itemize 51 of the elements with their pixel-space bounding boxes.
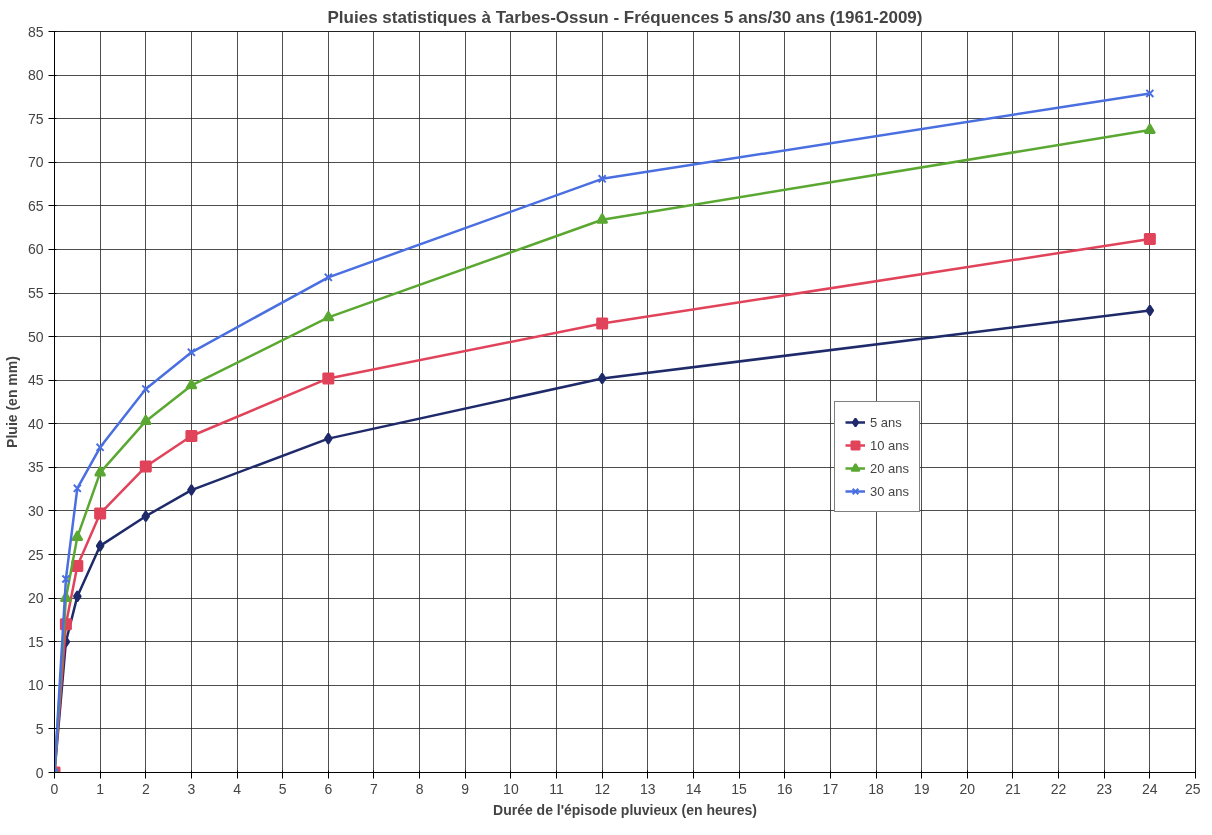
y-tick-label: 70 xyxy=(27,154,44,171)
x-tick-label: 0 xyxy=(50,780,59,797)
y-tick-label: 80 xyxy=(27,67,44,84)
x-tick-label: 12 xyxy=(594,780,611,797)
x-tick-label: 21 xyxy=(1005,780,1021,797)
y-tick-label: 55 xyxy=(27,285,44,302)
legend-label: 30 ans xyxy=(870,483,910,499)
y-tick-label: 75 xyxy=(27,110,44,127)
legend-label: 5 ans xyxy=(870,414,902,430)
legend-label: 20 ans xyxy=(870,460,910,476)
x-tick-label: 4 xyxy=(233,780,242,797)
y-tick-label: 20 xyxy=(27,590,44,607)
y-tick-label: 50 xyxy=(27,328,44,345)
x-tick-label: 16 xyxy=(776,780,793,797)
x-tick-label: 7 xyxy=(370,780,379,797)
y-tick-label: 40 xyxy=(27,415,44,432)
x-tick-label: 14 xyxy=(685,780,702,797)
x-tick-label: 25 xyxy=(1184,780,1201,797)
y-tick-label: 0 xyxy=(35,764,44,781)
x-tick-label: 23 xyxy=(1096,780,1113,797)
y-tick-label: 65 xyxy=(27,197,44,214)
x-tick-label: 20 xyxy=(959,780,976,797)
chart-title: Pluies statistiques à Tarbes-Ossun - Fréquences 5 ans/30 ans (1961-2009) xyxy=(327,7,923,27)
y-tick-label: 35 xyxy=(27,459,44,476)
y-tick-label: 5 xyxy=(35,720,44,737)
x-tick-label: 18 xyxy=(868,780,885,797)
y-tick-label: 45 xyxy=(27,372,44,389)
y-tick-label: 85 xyxy=(27,23,44,40)
x-tick-label: 1 xyxy=(96,780,105,797)
x-tick-label: 6 xyxy=(324,780,333,797)
x-tick-label: 17 xyxy=(822,780,839,797)
x-tick-label: 9 xyxy=(461,780,470,797)
x-tick-label: 15 xyxy=(731,780,748,797)
x-axis-title: Durée de l'épisode pluvieux (en heures) xyxy=(493,801,757,818)
x-tick-label: 8 xyxy=(415,780,424,797)
x-tick-label: 24 xyxy=(1142,780,1158,797)
x-tick-label: 19 xyxy=(913,780,930,797)
x-tick-label: 13 xyxy=(640,780,656,797)
y-axis-title: Pluie (en mm) xyxy=(3,356,20,448)
x-tick-label: 10 xyxy=(503,780,519,797)
x-tick-label: 11 xyxy=(549,780,565,797)
y-tick-label: 10 xyxy=(27,677,44,694)
x-tick-label: 22 xyxy=(1050,780,1067,797)
y-tick-label: 25 xyxy=(27,546,44,563)
y-tick-label: 60 xyxy=(27,241,44,258)
y-tick-label: 30 xyxy=(27,502,44,519)
legend-label: 10 ans xyxy=(870,437,910,453)
x-tick-label: 5 xyxy=(278,780,287,797)
x-tick-label: 2 xyxy=(141,780,150,797)
y-tick-label: 15 xyxy=(27,633,44,650)
x-tick-label: 3 xyxy=(187,780,196,797)
